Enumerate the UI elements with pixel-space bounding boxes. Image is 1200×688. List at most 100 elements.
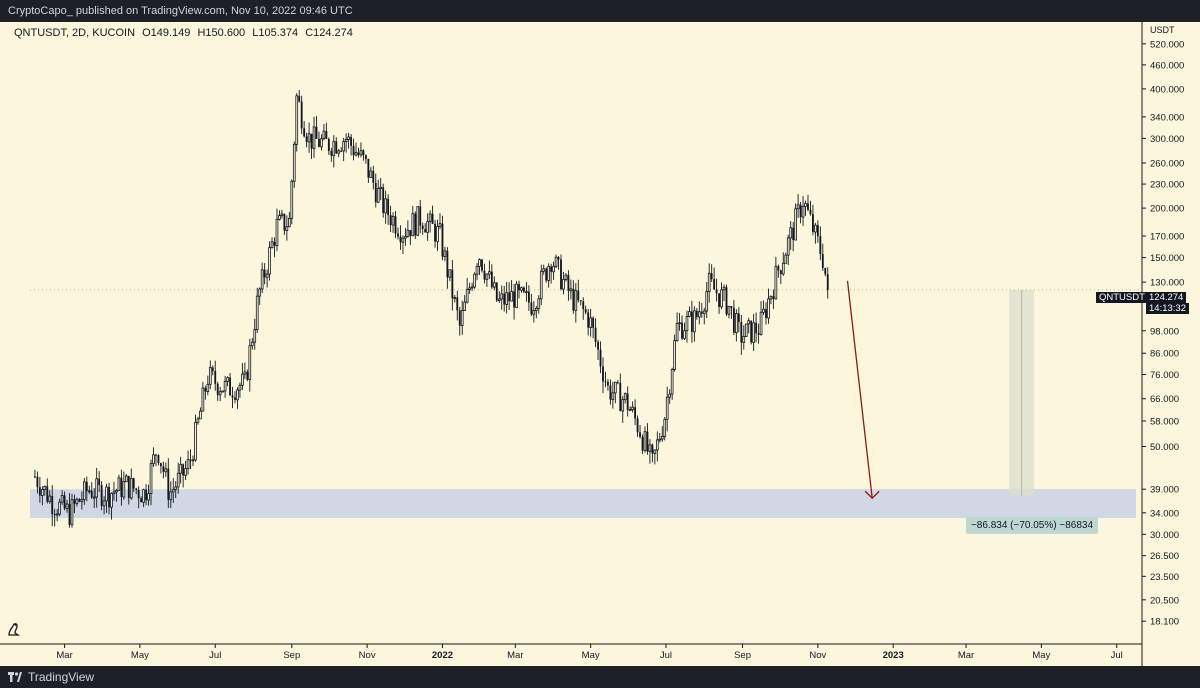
candle-body-91 xyxy=(258,288,262,297)
candle-body-30 xyxy=(108,486,110,508)
candle-body-48 xyxy=(152,454,155,465)
candle-body-163 xyxy=(436,226,439,242)
legend-low: L105.374 xyxy=(252,27,299,39)
candle-body-182 xyxy=(483,270,486,280)
candle-body-259 xyxy=(673,340,676,370)
candle-body-49 xyxy=(155,454,157,456)
x-tick-label-10: Nov xyxy=(809,650,826,661)
candle-body-227 xyxy=(594,327,597,343)
candle-body-21 xyxy=(85,481,88,491)
candle-body-9 xyxy=(55,513,59,516)
y-tick-label-0: 520.000 xyxy=(1150,39,1184,50)
x-tick-label-8: Jul xyxy=(660,650,672,661)
candle-body-143 xyxy=(387,198,390,216)
candle-body-153 xyxy=(411,213,415,237)
candle-body-257 xyxy=(668,393,672,398)
measure-label: −86.834 (−70.05%) −86834 xyxy=(966,517,1098,534)
y-tick-label-11: 98.000 xyxy=(1150,326,1179,337)
candle-body-84 xyxy=(241,373,244,386)
candle-body-201 xyxy=(530,302,533,315)
candle-body-56 xyxy=(171,488,175,493)
candle-body-211 xyxy=(554,256,558,267)
candle-body-316 xyxy=(814,224,817,233)
candle-body-162 xyxy=(434,223,436,242)
candle-body-45 xyxy=(145,489,148,501)
candle-body-223 xyxy=(584,309,587,313)
candle-body-134 xyxy=(364,155,367,159)
candle-body-203 xyxy=(534,307,538,312)
footer-bar: TradingView xyxy=(0,666,1200,688)
candle-body-25 xyxy=(95,478,99,498)
candle-body-293 xyxy=(757,333,760,335)
candle-body-12 xyxy=(63,495,66,509)
candle-body-199 xyxy=(525,291,528,293)
candle-body-122 xyxy=(335,141,338,154)
candle-body-8 xyxy=(53,514,56,516)
candle-body-40 xyxy=(132,478,135,489)
candle-body-3 xyxy=(41,489,44,496)
candle-body-168 xyxy=(448,269,452,278)
candle-body-277 xyxy=(718,293,720,307)
candle-body-141 xyxy=(382,187,385,213)
candle-body-317 xyxy=(816,225,819,237)
candle-body-111 xyxy=(307,133,311,143)
candle-body-207 xyxy=(545,268,548,281)
candle-body-218 xyxy=(572,288,575,311)
support-zone xyxy=(30,489,1136,518)
candle-body-42 xyxy=(137,489,140,499)
candle-body-86 xyxy=(246,371,249,380)
y-tick-label-19: 30.000 xyxy=(1150,530,1179,541)
chart-area[interactable]: USDT 520.000 460.000 400.000 340.000 300.000 2… xyxy=(0,22,1200,666)
candle-body-219 xyxy=(574,290,578,311)
candle-body-318 xyxy=(819,236,822,255)
candle-body-209 xyxy=(550,266,553,272)
y-tick-label-15: 58.000 xyxy=(1150,416,1179,427)
candle-body-226 xyxy=(592,317,595,328)
candle-body-180 xyxy=(478,259,481,267)
candle-body-285 xyxy=(737,313,740,322)
y-tick-label-7: 200.000 xyxy=(1150,204,1184,215)
x-tick-label-11: 2023 xyxy=(883,650,904,661)
candle-body-81 xyxy=(234,397,236,400)
candle-body-139 xyxy=(376,188,380,203)
symbol-legend: QNTUSDT, 2D, KUCOIN O149.149 H150.600 L1… xyxy=(14,27,357,39)
candle-body-107 xyxy=(298,95,301,102)
candle-body-174 xyxy=(463,301,467,311)
candle-body-263 xyxy=(683,330,686,339)
candle-body-185 xyxy=(490,271,493,288)
candle-body-302 xyxy=(779,270,782,274)
candle-body-315 xyxy=(812,214,814,233)
x-tick-label-2: Jul xyxy=(209,650,221,661)
candle-body-79 xyxy=(229,377,231,396)
candle-body-20 xyxy=(83,481,86,500)
x-tick-label-5: 2022 xyxy=(432,650,453,661)
candle-body-99 xyxy=(278,215,281,220)
candle-body-305 xyxy=(786,237,790,256)
candle-body-16 xyxy=(73,499,76,504)
candle-body-131 xyxy=(357,152,360,155)
price-chart[interactable]: USDT 520.000 460.000 400.000 340.000 300.000 2… xyxy=(0,22,1200,666)
candle-body-191 xyxy=(505,292,508,305)
candle-body-172 xyxy=(458,310,461,326)
candle-body-17 xyxy=(75,498,79,505)
candle-body-166 xyxy=(443,250,447,258)
pin-icon[interactable] xyxy=(6,620,22,638)
candle-body-149 xyxy=(401,237,405,243)
candle-body-96 xyxy=(270,241,274,248)
candle-body-151 xyxy=(406,229,410,237)
candle-body-104 xyxy=(290,180,294,219)
candle-body-60 xyxy=(182,464,185,476)
candle-body-239 xyxy=(623,393,627,401)
candle-body-126 xyxy=(344,139,348,142)
x-tick-label-4: Nov xyxy=(359,650,376,661)
candle-body-222 xyxy=(582,301,585,310)
candle-body-27 xyxy=(100,485,103,506)
candle-body-77 xyxy=(223,380,227,392)
candle-body-278 xyxy=(720,289,723,308)
candle-body-129 xyxy=(352,145,355,156)
candle-body-171 xyxy=(456,297,459,311)
candle-body-14 xyxy=(68,503,71,525)
candle-body-100 xyxy=(280,213,284,216)
candle-body-113 xyxy=(312,126,316,149)
candle-body-24 xyxy=(92,496,96,499)
